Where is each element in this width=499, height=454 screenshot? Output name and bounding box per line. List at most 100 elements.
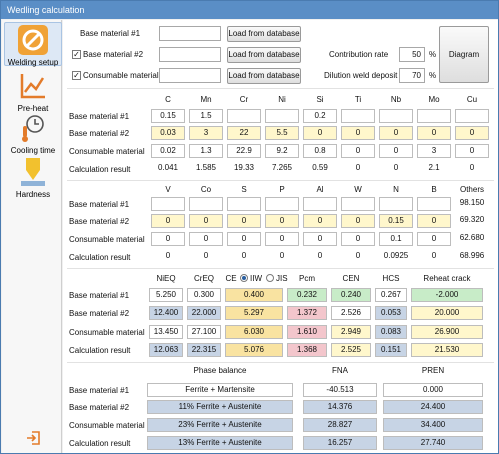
composition-cell[interactable]: 0.15 — [379, 214, 413, 228]
sidebar-item-label: Hardness — [15, 190, 51, 199]
composition-cell[interactable]: 1.3 — [189, 144, 223, 158]
composition-cell: 0.0925 — [383, 251, 409, 260]
composition-cell[interactable]: 0.15 — [151, 109, 185, 123]
load-base-2-button[interactable]: Load from database — [227, 47, 301, 63]
composition-cell[interactable]: 0 — [417, 232, 451, 246]
composition-cell[interactable]: 0 — [265, 214, 299, 228]
sidebar-item-pre-heat[interactable]: Pre-heat — [4, 70, 62, 113]
composition-cell[interactable]: 0 — [341, 214, 375, 228]
composition-cell[interactable]: 0 — [189, 214, 223, 228]
composition-cell[interactable] — [455, 109, 489, 123]
ce-jis-radio[interactable] — [266, 274, 274, 282]
base-material-2-field[interactable] — [159, 47, 221, 62]
composition-cell[interactable]: 0.02 — [151, 144, 185, 158]
composition-cell[interactable]: 0.03 — [151, 126, 185, 140]
composition-cell[interactable] — [417, 197, 451, 211]
phase-cell: 0.000 — [383, 383, 483, 397]
composition-cell[interactable]: 0.1 — [379, 232, 413, 246]
composition-cell[interactable]: 3 — [189, 126, 223, 140]
composition-cell[interactable]: 0 — [303, 126, 337, 140]
composition-cell[interactable]: 5.5 — [265, 126, 299, 140]
composition-cell[interactable] — [227, 197, 261, 211]
column-header: Cu — [466, 95, 478, 104]
composition-cell[interactable]: 0 — [417, 214, 451, 228]
composition-cell[interactable]: 3 — [417, 144, 451, 158]
column-header: P — [279, 185, 285, 194]
consumable-material-field[interactable] — [159, 68, 221, 83]
composition-cell[interactable] — [417, 109, 451, 123]
exit-icon[interactable] — [26, 431, 40, 445]
column-header: S — [241, 185, 247, 194]
composition-cell[interactable]: 22.9 — [227, 144, 261, 158]
phase-cell: 11% Ferrite + Austenite — [147, 400, 293, 414]
divider — [67, 180, 494, 181]
base-material-2-checkbox[interactable]: ✓ — [72, 50, 81, 59]
composition-cell[interactable]: 0 — [227, 214, 261, 228]
column-header: C — [165, 95, 171, 104]
composition-cell[interactable] — [341, 197, 375, 211]
composition-cell[interactable]: 0 — [341, 144, 375, 158]
index-cell: 5.297 — [225, 306, 283, 320]
composition-cell[interactable]: 0 — [417, 126, 451, 140]
sidebar-item-hardness[interactable]: Hardness — [4, 156, 62, 200]
composition-cell[interactable]: 0.8 — [303, 144, 337, 158]
diagram-button[interactable]: Diagram — [439, 26, 489, 83]
sidebar-item-cooling-time[interactable]: Cooling time — [4, 112, 62, 155]
row-label: Base material #2 — [69, 403, 130, 412]
composition-cell[interactable]: 0 — [151, 214, 185, 228]
divider — [67, 88, 494, 89]
row-label: Consumable material — [69, 235, 145, 244]
sidebar-item-welding-setup[interactable]: Welding setup — [4, 22, 62, 67]
base-material-1-field[interactable] — [159, 26, 221, 41]
composition-cell[interactable]: 1.5 — [189, 109, 223, 123]
row-label: Base material #2 — [69, 309, 130, 318]
composition-cell[interactable] — [265, 109, 299, 123]
index-cell: 21.530 — [411, 343, 483, 357]
index-cell: 0.300 — [187, 288, 221, 302]
composition-cell[interactable] — [227, 109, 261, 123]
composition-cell[interactable]: 0 — [189, 232, 223, 246]
hardness-icon — [21, 158, 45, 186]
column-header: NiEQ — [156, 274, 176, 283]
composition-cell[interactable]: 0 — [455, 126, 489, 140]
composition-cell[interactable]: 0 — [303, 232, 337, 246]
composition-cell: 1.585 — [195, 163, 217, 172]
composition-cell[interactable]: 0 — [303, 214, 337, 228]
column-header: Pcm — [299, 274, 315, 283]
composition-cell: 0 — [279, 251, 285, 260]
index-cell: 27.100 — [187, 325, 221, 339]
composition-cell[interactable]: 9.2 — [265, 144, 299, 158]
column-header: FNA — [332, 366, 348, 375]
dilution-weld-deposit-field[interactable]: 70 — [399, 68, 425, 83]
ce-iiw-radio[interactable] — [240, 274, 248, 282]
composition-cell[interactable]: 0.2 — [303, 109, 337, 123]
composition-cell[interactable] — [265, 197, 299, 211]
composition-cell[interactable] — [151, 197, 185, 211]
index-cell: 13.450 — [149, 325, 183, 339]
composition-cell[interactable]: 0 — [227, 232, 261, 246]
load-base-1-button[interactable]: Load from database — [227, 26, 301, 42]
composition-cell[interactable]: 0 — [151, 232, 185, 246]
column-header: CE — [225, 274, 237, 283]
composition-cell[interactable] — [303, 197, 337, 211]
contribution-rate-field[interactable]: 50 — [399, 47, 425, 62]
composition-cell[interactable]: 0 — [379, 126, 413, 140]
consumable-checkbox[interactable]: ✓ — [72, 71, 81, 80]
sidebar-item-label: Cooling time — [10, 146, 56, 155]
composition-cell[interactable] — [379, 109, 413, 123]
composition-cell[interactable] — [379, 197, 413, 211]
composition-cell[interactable]: 0 — [379, 144, 413, 158]
composition-cell[interactable] — [341, 109, 375, 123]
index-cell: 1.372 — [287, 306, 327, 320]
pre-heat-chart-icon — [20, 74, 45, 99]
composition-cell[interactable]: 0 — [265, 232, 299, 246]
row-label: Base material #2 — [69, 217, 130, 226]
load-consumable-button[interactable]: Load from database — [227, 68, 301, 84]
composition-cell[interactable]: 0 — [341, 126, 375, 140]
phase-cell: Ferrite + Martensite — [147, 383, 293, 397]
composition-cell: 0 — [203, 251, 209, 260]
composition-cell[interactable]: 22 — [227, 126, 261, 140]
composition-cell[interactable]: 0 — [455, 144, 489, 158]
composition-cell[interactable] — [189, 197, 223, 211]
composition-cell[interactable]: 0 — [341, 232, 375, 246]
